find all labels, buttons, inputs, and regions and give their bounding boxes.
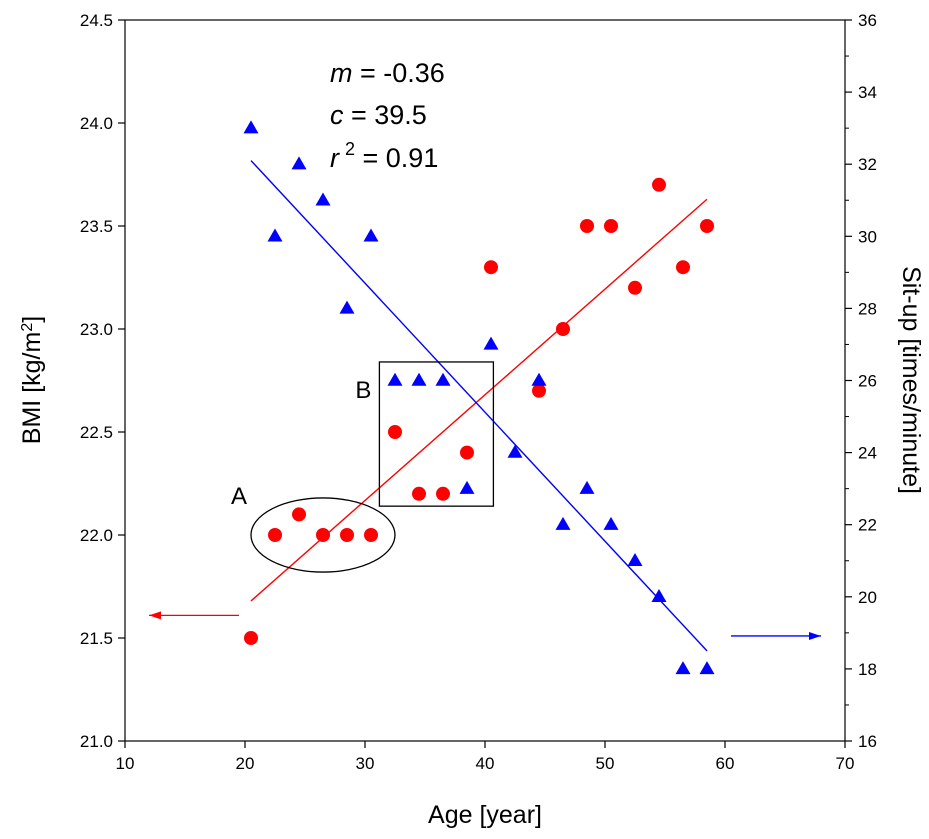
axis-arrows — [149, 611, 821, 640]
situp-point — [459, 480, 475, 494]
bmi-point — [460, 445, 474, 460]
x-tick-label: 30 — [356, 754, 375, 773]
situp-point — [339, 300, 355, 314]
right-axis-arrow-head — [809, 631, 821, 640]
bmi-point — [436, 486, 450, 501]
right-y-tick-label: 28 — [858, 299, 877, 318]
left-y-tick-label: 23.0 — [80, 320, 113, 339]
left-y-tick-label: 22.0 — [80, 526, 113, 545]
x-axis-title: Age [year] — [428, 801, 542, 829]
situp-point — [483, 336, 499, 350]
situp-point — [531, 372, 547, 386]
bmi-point — [340, 528, 354, 542]
situp-point — [387, 372, 403, 386]
region-a-label: A — [231, 483, 247, 510]
bmi-point — [604, 219, 618, 233]
situp-point — [699, 661, 715, 675]
left-y-tick-label: 24.5 — [80, 11, 113, 30]
situp-point — [291, 156, 307, 170]
situp-point — [267, 228, 283, 242]
left-y-tick-label: 23.5 — [80, 217, 113, 236]
region-a-ellipse — [250, 497, 396, 573]
plot-frame — [124, 19, 846, 742]
bmi-point — [316, 528, 330, 542]
right-y-tick-label: 24 — [858, 444, 877, 463]
situp-point — [411, 372, 427, 386]
left-y-tick-label: 21.5 — [80, 629, 113, 648]
fit-lines — [250, 160, 708, 652]
bmi-point — [484, 260, 498, 275]
x-tick-label: 60 — [716, 754, 735, 773]
situp-point — [627, 552, 643, 566]
right-y-tick-label: 18 — [858, 660, 877, 679]
x-tick-label: 50 — [596, 754, 615, 773]
region-b-box — [378, 361, 495, 507]
bmi-point — [628, 280, 642, 295]
situp-point — [435, 372, 451, 386]
right-y-tick-label: 32 — [858, 155, 877, 174]
x-tick-label: 40 — [476, 754, 495, 773]
situp-point — [243, 120, 259, 134]
situp-point — [675, 661, 691, 675]
bmi-point — [676, 260, 690, 275]
right-y-axis-title: Sit-up [times/minute] — [897, 266, 925, 494]
situp-point — [579, 480, 595, 494]
intercept-text: c = 39.5 — [330, 100, 427, 130]
bmi-point — [292, 507, 306, 522]
right-y-tick-label: 16 — [858, 732, 877, 751]
bmi-point — [412, 486, 426, 501]
right-y-tick-label: 20 — [858, 588, 877, 607]
bmi-point — [556, 322, 570, 336]
region-annotations: AB — [231, 361, 495, 573]
x-tick-label: 20 — [236, 754, 255, 773]
x-axis: 10 20 30 40 50 60 70 — [116, 741, 855, 773]
slope-text: m = -0.36 — [330, 58, 445, 88]
right-y-tick-label: 26 — [858, 372, 877, 391]
left-y-tick-label: 22.5 — [80, 423, 113, 442]
bmi-point — [580, 219, 594, 233]
bmi-point — [268, 528, 282, 542]
right-y-axis: 16 18 20 22 24 26 28 30 32 34 36 — [845, 11, 877, 751]
situp-fit-line — [250, 160, 708, 652]
situp-point — [315, 192, 331, 206]
left-y-axis-title: BMI [kg/m2] — [18, 316, 46, 444]
right-y-tick-label: 34 — [858, 83, 877, 102]
bmi-point — [244, 631, 258, 645]
bmi-point — [364, 528, 378, 542]
situp-point — [555, 516, 571, 530]
left-y-tick-label: 24.0 — [80, 114, 113, 133]
bmi-point — [388, 425, 402, 439]
left-y-axis: 21.0 21.5 22.0 22.5 23.0 23.5 24.0 24.5 — [80, 11, 125, 751]
right-y-tick-label: 30 — [858, 227, 877, 246]
bmi-point — [700, 219, 714, 233]
situp-point — [603, 516, 619, 530]
region-b-label: B — [355, 377, 371, 404]
situp-point — [507, 444, 523, 458]
x-tick-label: 70 — [836, 754, 855, 773]
left-y-tick-label: 21.0 — [80, 732, 113, 751]
right-y-tick-label: 36 — [858, 11, 877, 30]
left-axis-arrow-head — [149, 611, 161, 620]
x-tick-label: 10 — [116, 754, 135, 773]
bmi-point — [652, 177, 666, 192]
right-y-tick-label: 22 — [858, 516, 877, 535]
situp-point — [651, 589, 667, 602]
bmi-point — [532, 383, 546, 398]
data-markers — [243, 120, 715, 675]
situp-point — [363, 228, 379, 242]
